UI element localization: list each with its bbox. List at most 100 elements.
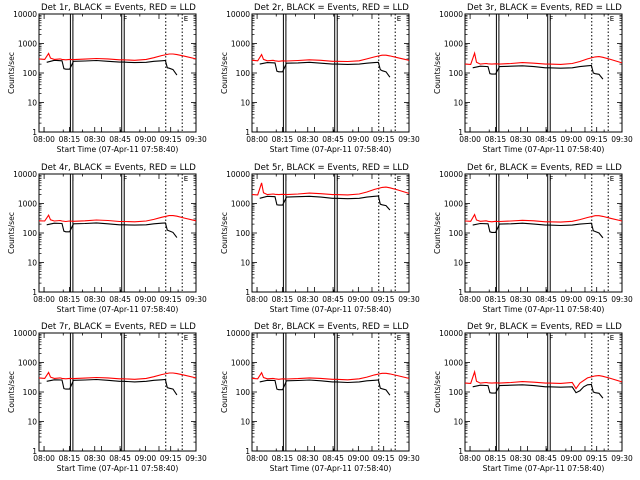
y-tick-label: 100	[449, 388, 464, 397]
x-tick-label: 09:30	[611, 454, 633, 463]
marker-label: E	[184, 334, 188, 342]
series-line-events	[472, 222, 604, 239]
marker-label: F	[549, 175, 553, 183]
x-tick-label: 08:15	[59, 454, 81, 463]
x-tick-label: 09:15	[586, 295, 608, 304]
marker-label: I	[72, 334, 74, 342]
y-axis-label: Counts/sec	[220, 371, 229, 413]
y-tick-label: 10000	[226, 170, 250, 179]
detector-panel-1: Det 1r, BLACK = Events, RED = LLD 1 10 100 1…	[7, 3, 207, 154]
x-tick-label: 08:45	[535, 295, 557, 304]
y-tick-label: 100	[236, 229, 251, 238]
panel-title: Det 9r, BLACK = Events, RED = LLD	[467, 322, 622, 332]
series-line-events	[46, 222, 178, 238]
y-axis-label: Counts/sec	[433, 371, 442, 413]
plot-frame	[38, 332, 197, 452]
y-axis-label: Counts/sec	[433, 52, 442, 94]
marker-label: E	[184, 15, 188, 23]
y-tick-label: 10000	[13, 10, 37, 19]
marker-label: E	[610, 15, 614, 23]
plot-frame	[251, 332, 410, 452]
marker-label: F	[549, 334, 553, 342]
x-tick-label: 09:00	[348, 135, 370, 144]
x-tick-label: 08:00	[33, 454, 55, 463]
plot-frame	[38, 13, 197, 133]
detector-panel-8: Det 8r, BLACK = Events, RED = LLD 1 10 100 1…	[220, 322, 420, 473]
marker-label: F	[336, 175, 340, 183]
y-tick-label: 1	[245, 447, 250, 456]
x-tick-label: 09:15	[373, 135, 395, 144]
x-tick-label: 08:45	[109, 454, 131, 463]
y-tick-label: 1	[458, 128, 463, 137]
y-tick-label: 1	[32, 447, 37, 456]
series-line-events	[46, 59, 178, 76]
panel-title: Det 7r, BLACK = Events, RED = LLD	[41, 322, 196, 332]
series-line-lld	[38, 52, 197, 61]
y-tick-label: 1000	[444, 359, 463, 368]
marker-label: I	[72, 15, 74, 23]
x-tick-label: 08:30	[84, 135, 106, 144]
y-tick-label: 10000	[226, 329, 250, 338]
marker-label: F	[549, 15, 553, 23]
y-tick-label: 1000	[18, 200, 37, 209]
y-tick-label: 10000	[13, 329, 37, 338]
detector-panel-2: Det 2r, BLACK = Events, RED = LLD 1 10 100 1…	[220, 3, 420, 154]
detector-panel-9: Det 9r, BLACK = Events, RED = LLD 1 10 100 1…	[433, 322, 633, 473]
y-tick-label: 1	[32, 288, 37, 297]
x-tick-label: 08:00	[246, 295, 268, 304]
y-axis-label: Counts/sec	[220, 212, 229, 254]
detector-panel-5: Det 5r, BLACK = Events, RED = LLD 1 10 100 1…	[220, 163, 420, 314]
y-tick-label: 10	[453, 99, 463, 108]
x-tick-label: 08:00	[459, 454, 481, 463]
x-tick-label: 08:15	[59, 135, 81, 144]
y-tick-label: 10	[27, 418, 37, 427]
marker-label: E	[397, 334, 401, 342]
x-tick-label: 08:00	[246, 135, 268, 144]
x-tick-label: 08:15	[485, 295, 507, 304]
x-tick-label: 09:30	[398, 135, 420, 144]
x-tick-label: 08:45	[322, 454, 344, 463]
marker-label: I	[498, 175, 500, 183]
panel-title: Det 2r, BLACK = Events, RED = LLD	[254, 3, 409, 13]
marker-label: E	[397, 175, 401, 183]
x-tick-label: 09:00	[561, 135, 583, 144]
x-tick-label: 09:30	[185, 454, 207, 463]
series-line-events	[259, 61, 391, 78]
y-tick-label: 1000	[18, 359, 37, 368]
x-tick-label: 08:45	[322, 135, 344, 144]
plot-frame	[251, 173, 410, 293]
y-tick-label: 1000	[231, 40, 250, 49]
x-tick-label: 08:45	[109, 295, 131, 304]
x-tick-label: 08:30	[84, 295, 106, 304]
x-tick-label: 08:00	[459, 295, 481, 304]
x-tick-label: 08:00	[459, 135, 481, 144]
x-tick-label: 08:00	[246, 454, 268, 463]
x-axis-label: Start Time (07-Apr-11 07:58:40)	[57, 464, 179, 473]
x-tick-label: 08:15	[59, 295, 81, 304]
x-tick-label: 09:30	[611, 135, 633, 144]
x-tick-label: 08:15	[485, 135, 507, 144]
y-tick-label: 10000	[439, 329, 463, 338]
x-tick-label: 08:30	[84, 454, 106, 463]
x-tick-label: 09:00	[561, 295, 583, 304]
x-tick-label: 08:45	[535, 135, 557, 144]
series-line-lld	[38, 371, 197, 380]
marker-label: I	[72, 175, 74, 183]
marker-label: F	[336, 334, 340, 342]
marker-label: F	[123, 175, 127, 183]
x-tick-label: 08:15	[272, 295, 294, 304]
series-line-events	[46, 378, 178, 396]
x-tick-label: 08:45	[535, 454, 557, 463]
panel-title: Det 1r, BLACK = Events, RED = LLD	[41, 3, 196, 13]
y-tick-label: 10	[27, 259, 37, 268]
y-tick-label: 100	[23, 388, 38, 397]
y-tick-label: 10000	[439, 10, 463, 19]
y-tick-label: 1000	[444, 40, 463, 49]
y-tick-label: 1000	[231, 359, 250, 368]
y-tick-label: 10	[240, 259, 250, 268]
y-tick-label: 100	[449, 229, 464, 238]
marker-label: I	[498, 334, 500, 342]
series-line-events	[472, 383, 604, 399]
marker-label: F	[336, 15, 340, 23]
y-tick-label: 10	[27, 99, 37, 108]
